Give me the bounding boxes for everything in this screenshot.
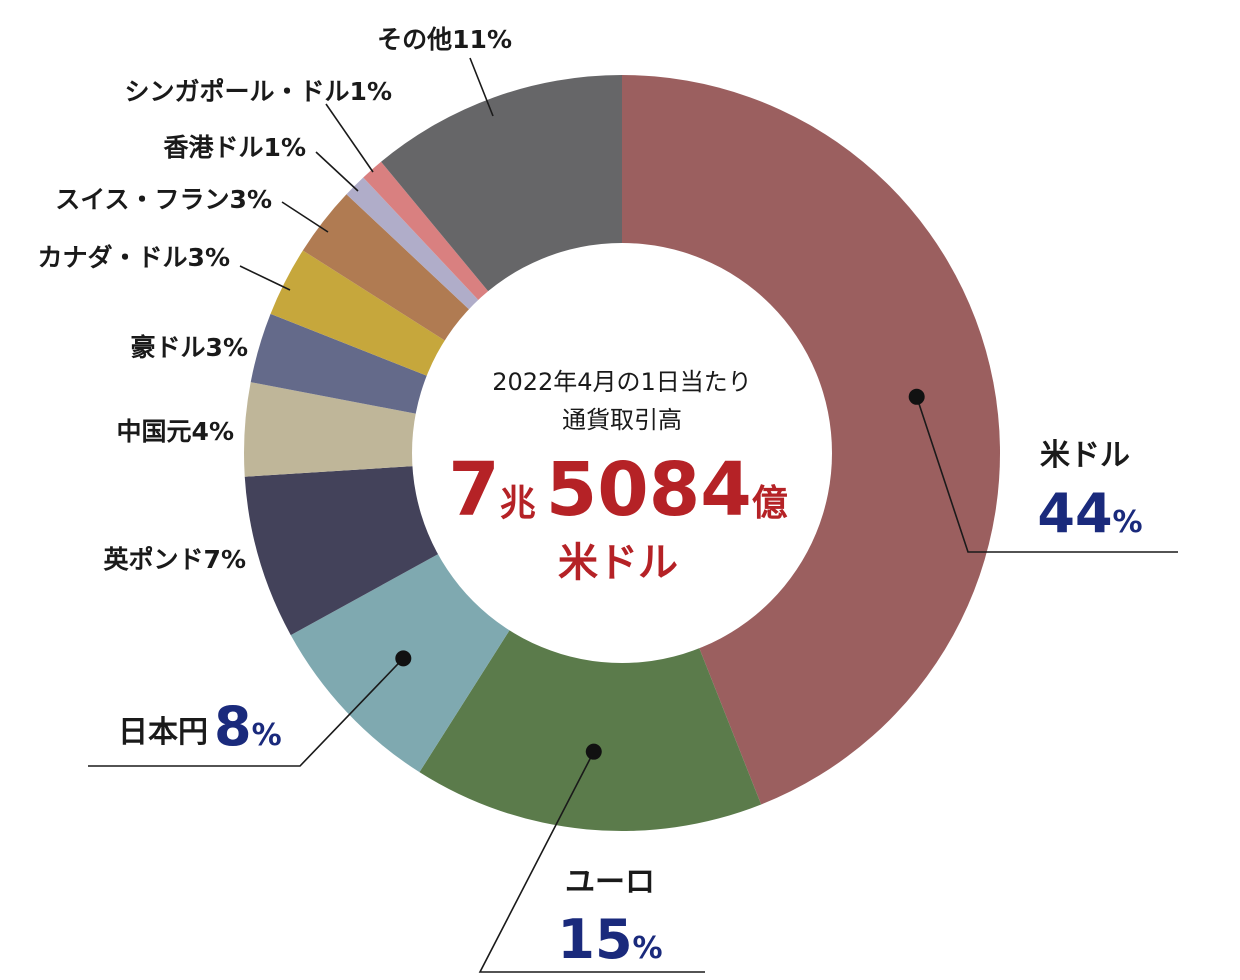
center-currency: 米ドル: [558, 540, 678, 586]
leader-line-6: [239, 265, 291, 291]
leader-line-0: [915, 396, 1178, 553]
center-line-2: 通貨取引高: [562, 406, 682, 434]
leader-line-10: [469, 57, 494, 117]
amount-trillion-number: 7: [448, 447, 500, 533]
amount-trillion-unit: 兆: [500, 483, 536, 524]
amount-hundred-million-number: 5084: [546, 447, 752, 533]
slice-label-5: 豪ドル3%: [131, 333, 248, 362]
slice-percent-1: 15%: [557, 908, 662, 971]
donut-hole: [412, 243, 832, 663]
leader-dot-0: [908, 388, 925, 405]
slice-label-1: ユーロ: [565, 865, 655, 900]
slice-label-8: 香港ドル1%: [164, 133, 306, 162]
leader-line-9: [325, 103, 374, 173]
slice-label-10: その他11%: [377, 25, 512, 54]
leader-lines: [88, 57, 1178, 973]
slice-label-4: 中国元4%: [117, 417, 234, 446]
leader-line-8: [315, 151, 359, 192]
amount-hundred-million-unit: 億: [752, 483, 788, 524]
slice-label-6: カナダ・ドル3%: [38, 243, 230, 272]
center-label: 2022年4月の1日当たり 通貨取引高 7兆 5084億 米ドル: [448, 368, 788, 586]
slice-percent-2: 8%: [214, 695, 282, 758]
slice-label-2: 日本円: [118, 715, 208, 750]
slice-labels: 米ドル 44% ユーロ 15% 日本円 8% 英ポンド7% 中国元4% 豪ドル3% カナダ・ドル3…: [38, 25, 1143, 971]
slice-label-0: 米ドル: [1040, 438, 1130, 473]
slice-label-3: 英ポンド7%: [104, 545, 246, 574]
center-amount: 7兆 5084億: [448, 447, 788, 533]
slice-label-7: スイス・フラン3%: [55, 185, 272, 214]
slice-percent-0: 44%: [1037, 482, 1142, 545]
leader-line-2: [88, 657, 404, 767]
slice-label-9: シンガポール・ドル1%: [125, 77, 392, 106]
leader-line-7: [281, 201, 329, 233]
leader-dot-2: [395, 650, 412, 667]
leader-line-1: [478, 751, 705, 973]
leader-dot-1: [585, 743, 602, 760]
center-line-1: 2022年4月の1日当たり: [492, 368, 752, 396]
